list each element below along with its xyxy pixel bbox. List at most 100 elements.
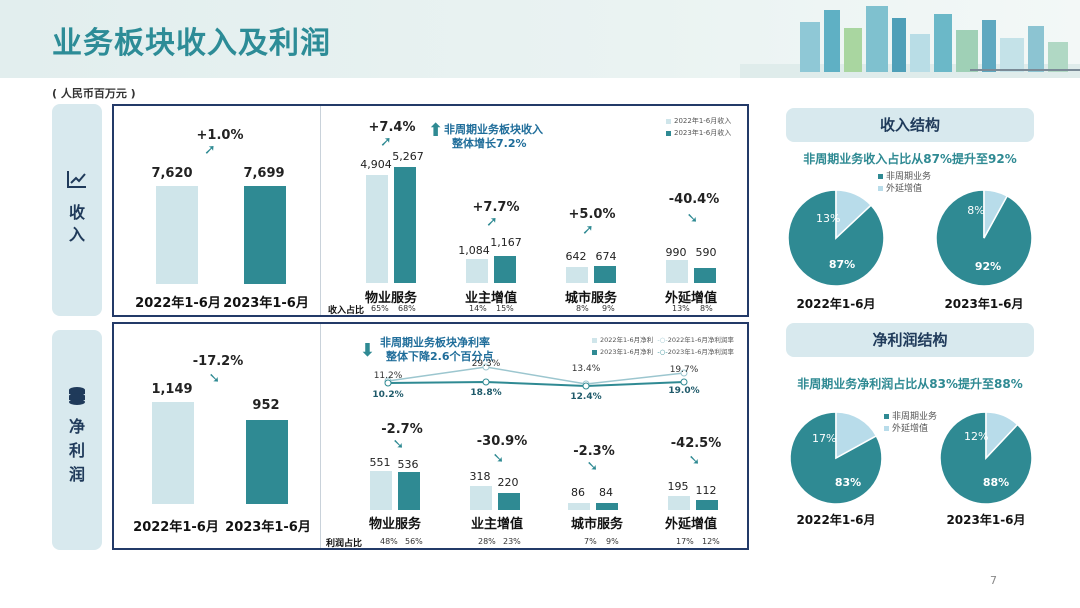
unit-label: ( 人民币百万元 ) xyxy=(52,87,136,100)
margin-point xyxy=(680,378,688,386)
up-arrow-icon: ⬆ xyxy=(428,120,444,141)
profit-tab-label-3: 润 xyxy=(68,465,85,484)
margin-2022: 11.2% xyxy=(373,371,403,381)
segment-change: -2.7% xyxy=(381,422,423,437)
segment-label: 业主增值 xyxy=(464,291,517,306)
revenue-divider xyxy=(320,106,321,315)
margin-2023: 19.0% xyxy=(668,386,700,396)
trend-arrow-icon: ➚ xyxy=(685,454,702,466)
ratio-value: 15% xyxy=(496,304,514,313)
segment-label: 物业服务 xyxy=(364,291,417,306)
segment-bar-2022 xyxy=(668,496,690,510)
ratio-value: 68% xyxy=(398,304,416,313)
revenue-structure-legend: 非周期业务 外延增值 xyxy=(878,171,931,195)
page-title: 业务板块收入及利润 xyxy=(52,26,331,61)
trend-arrow-icon: ➚ xyxy=(582,222,594,238)
segment-value-2022: 551 xyxy=(369,456,391,469)
segment-value-2023: 5,267 xyxy=(392,150,424,163)
revenue-ratio-label: 收入占比 xyxy=(328,306,365,316)
segment-value-2022: 990 xyxy=(665,246,687,259)
margin-line-2022 xyxy=(387,366,685,385)
pie-slice-other xyxy=(835,189,873,240)
profit-tab-label-1: 净 xyxy=(68,417,85,436)
profit-ratio-label: 利润占比 xyxy=(326,539,363,549)
ratio-value: 28% xyxy=(478,537,496,546)
segment-value-2023: 84 xyxy=(599,486,613,499)
trend-arrow-icon: ➚ xyxy=(489,452,506,464)
profit-pie-2022-main: 83% xyxy=(834,476,862,489)
segment-change: +7.7% xyxy=(472,200,520,215)
segment-value-2022: 1,084 xyxy=(458,244,490,257)
revenue-structure-subtitle: 非周期业务收入占比从87%提升至92% xyxy=(803,152,1017,166)
ratio-value: 17% xyxy=(676,537,694,546)
profit-note-line-1: 非周期业务板块净利率 xyxy=(380,336,490,349)
margin-2023: 10.2% xyxy=(372,390,404,400)
segment-bar-2023 xyxy=(696,500,718,510)
line-chart-icon xyxy=(67,171,86,188)
revenue-note-line-1: 非周期业务板块收入 xyxy=(444,123,543,136)
ratio-value: 8% xyxy=(576,304,589,313)
trend-arrow-icon: ➚ xyxy=(204,142,216,158)
pie-slice-other xyxy=(985,411,1019,460)
segment-change: +7.4% xyxy=(368,120,416,135)
coins-icon xyxy=(69,387,85,405)
profit-structure-heading: 净利润结构 xyxy=(786,323,1034,357)
revenue-pie-2023-period: 2023年1-6月 xyxy=(944,297,1024,311)
ratio-value: 48% xyxy=(380,537,398,546)
segment-label: 外延增值 xyxy=(664,291,717,306)
ratio-value: 7% xyxy=(584,537,597,546)
revenue-pie-2022-other: 13% xyxy=(816,212,841,225)
margin-point xyxy=(582,382,590,390)
margin-point xyxy=(482,378,490,386)
profit-tab: 净 利 润 xyxy=(52,330,102,550)
ratio-value: 23% xyxy=(503,537,521,546)
segment-bar-2023 xyxy=(594,266,616,283)
profit-note-line-2: 整体下降2.6个百分点 xyxy=(386,350,494,363)
revenue-structure-heading: 收入结构 xyxy=(786,108,1034,142)
segment-bar-2022 xyxy=(566,267,588,283)
segment-bar-2023 xyxy=(398,472,420,510)
segment-value-2023: 220 xyxy=(497,476,519,489)
down-arrow-icon: ⬆ xyxy=(360,338,376,359)
segment-value-2023: 590 xyxy=(695,246,717,259)
segment-value-2023: 674 xyxy=(595,250,617,263)
revenue-tab-label-1: 收 xyxy=(68,203,85,222)
profit-total-change: -17.2% xyxy=(192,354,244,369)
revenue-pie-2023-other: 8% xyxy=(967,204,985,217)
segment-label: 业主增值 xyxy=(470,517,523,532)
profit-legend: 2022年1-6月净利 -○-2022年1-6月净利润率 2023年1-6月净利… xyxy=(592,334,752,358)
profit-total-bar-2023 xyxy=(246,420,288,504)
profit-pie-2023-main: 88% xyxy=(982,476,1010,489)
trend-arrow-icon: ➚ xyxy=(583,460,600,472)
revenue-total-value-2022: 7,620 xyxy=(151,166,193,181)
segment-change: +5.0% xyxy=(568,207,616,222)
legend-item-2023: 2023年1-6月收入 xyxy=(666,127,731,139)
legend-item-2022: 2022年1-6月收入 xyxy=(666,115,731,127)
profit-pie-2022-other: 17% xyxy=(812,432,837,445)
trend-arrow-icon: ➚ xyxy=(486,214,498,230)
pie-slice-other xyxy=(983,189,1009,239)
segment-bar-2022 xyxy=(370,471,392,510)
ratio-value: 13% xyxy=(672,304,690,313)
revenue-tab-label-2: 入 xyxy=(68,225,85,244)
segment-value-2023: 1,167 xyxy=(490,236,522,249)
profit-divider xyxy=(320,324,321,548)
segment-bar-2022 xyxy=(666,260,688,283)
segment-label: 城市服务 xyxy=(570,517,623,532)
profit-structure-subtitle: 非周期业务净利润占比从83%提升至88% xyxy=(797,377,1023,391)
segment-bar-2023 xyxy=(494,256,516,283)
revenue-pie-2022-period: 2022年1-6月 xyxy=(796,297,876,311)
profit-pie-2022 xyxy=(789,411,883,505)
profit-period-2023: 2023年1-6月 xyxy=(225,520,311,535)
ratio-value: 14% xyxy=(469,304,487,313)
revenue-total-change: +1.0% xyxy=(196,128,244,143)
margin-2023: 12.4% xyxy=(570,392,602,402)
segment-change: -40.4% xyxy=(668,192,720,207)
revenue-total-bar-2023 xyxy=(244,186,286,284)
segment-bar-2022 xyxy=(466,259,488,283)
margin-2022: 19.7% xyxy=(669,365,699,375)
ratio-value: 9% xyxy=(602,304,615,313)
profit-pie-2023 xyxy=(939,411,1033,505)
segment-bar-2023 xyxy=(694,268,716,283)
segment-bar-2023 xyxy=(596,503,618,510)
